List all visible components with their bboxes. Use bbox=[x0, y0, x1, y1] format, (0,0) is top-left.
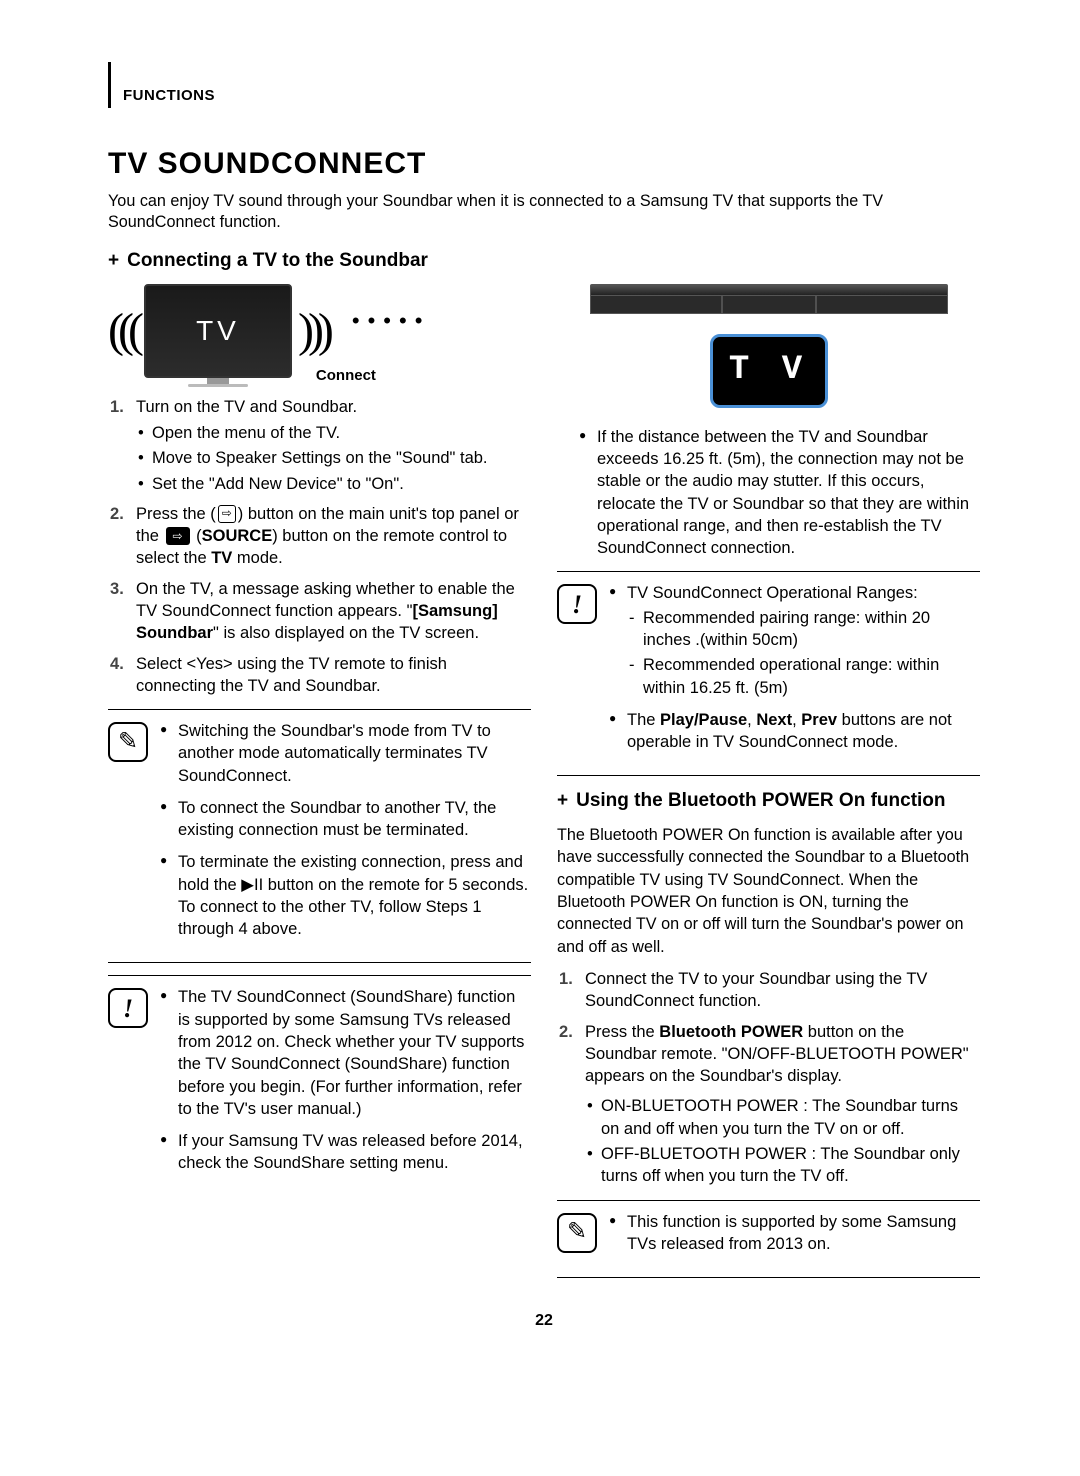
warn-icon: ! bbox=[108, 988, 148, 1028]
soundbar-body bbox=[590, 284, 948, 314]
note-left-list: Switching the Soundbar's mode from TV to… bbox=[160, 720, 531, 950]
bt-substeps: ON-BLUETOOTH POWER : The Soundbar turns … bbox=[585, 1095, 980, 1187]
setup-steps: Turn on the TV and Soundbar. Open the me… bbox=[108, 396, 531, 697]
range-sublist: Recommended pairing range: within 20 inc… bbox=[627, 607, 980, 699]
note-item: To terminate the existing connection, pr… bbox=[160, 851, 531, 940]
page-title: TV SOUNDCONNECT bbox=[108, 144, 980, 185]
distance-note: If the distance between the TV and Sound… bbox=[579, 426, 980, 560]
warn-left-list: The TV SoundConnect (SoundShare) functio… bbox=[160, 986, 531, 1184]
step-3: On the TV, a message asking whether to e… bbox=[108, 578, 531, 645]
substep: Set the "Add New Device" to "On". bbox=[136, 473, 531, 495]
step-text-pre: Press the ( bbox=[136, 505, 216, 523]
source-remote-icon: ⇨ bbox=[166, 527, 190, 545]
left-column: ((( TV ))) ••••• Connect Turn on the TV … bbox=[108, 284, 531, 1290]
bt-sub: ON-BLUETOOTH POWER : The Soundbar turns … bbox=[585, 1095, 980, 1140]
bt-step-1: Connect the TV to your Soundbar using th… bbox=[557, 968, 980, 1013]
step-1: Turn on the TV and Soundbar. Open the me… bbox=[108, 396, 531, 495]
wave-left-icon: ((( bbox=[108, 312, 138, 350]
tv-screen: TV bbox=[144, 284, 292, 378]
connect-dots-icon: ••••• bbox=[352, 306, 431, 336]
soundbar-center bbox=[721, 296, 816, 313]
source-panel-icon: ⇨ bbox=[218, 505, 236, 523]
play-marker-icon: + bbox=[108, 248, 119, 274]
range-sub: Recommended operational range: within wi… bbox=[627, 654, 980, 699]
section-label: FUNCTIONS bbox=[123, 62, 215, 106]
t: The bbox=[627, 711, 660, 729]
subsection-connecting: + Connecting a TV to the Soundbar bbox=[108, 248, 980, 274]
note-box-left: ✎ Switching the Soundbar's mode from TV … bbox=[108, 709, 531, 963]
note-item: This function is supported by some Samsu… bbox=[609, 1211, 980, 1256]
t-bold: Bluetooth POWER bbox=[659, 1023, 803, 1041]
pencil-icon: ✎ bbox=[567, 1216, 587, 1248]
t-bold: Next bbox=[756, 711, 792, 729]
step-1-substeps: Open the menu of the TV. Move to Speaker… bbox=[136, 422, 531, 495]
tv-illustration: ((( TV ))) bbox=[108, 284, 328, 378]
bt-step-2: Press the Bluetooth POWER button on the … bbox=[557, 1021, 980, 1188]
soundbar-top bbox=[590, 284, 948, 296]
step-4: Select <Yes> using the TV remote to fini… bbox=[108, 653, 531, 698]
t: , bbox=[747, 711, 756, 729]
substep: Open the menu of the TV. bbox=[136, 422, 531, 444]
soundbar-figure: T V bbox=[557, 284, 980, 408]
warn-right-list: TV SoundConnect Operational Ranges: Reco… bbox=[609, 582, 980, 763]
step-text: Connect the TV to your Soundbar using th… bbox=[585, 970, 927, 1010]
section-header: FUNCTIONS bbox=[108, 62, 980, 108]
warning-box-left: ! The TV SoundConnect (SoundShare) funct… bbox=[108, 975, 531, 1196]
warn-item: The TV SoundConnect (SoundShare) functio… bbox=[160, 986, 531, 1120]
step-text-mid2: ( bbox=[192, 527, 202, 545]
substep: Move to Speaker Settings on the "Sound" … bbox=[136, 447, 531, 469]
pencil-icon: ✎ bbox=[118, 726, 138, 758]
range-label: TV SoundConnect Operational Ranges: bbox=[627, 584, 918, 602]
warning-box-right: ! TV SoundConnect Operational Ranges: Re… bbox=[557, 571, 980, 776]
header-accent-bar bbox=[108, 62, 111, 108]
step-text: Turn on the TV and Soundbar. bbox=[136, 398, 357, 416]
bt-sub: OFF-BLUETOOTH POWER : The Soundbar only … bbox=[585, 1143, 980, 1188]
exclamation-icon: ! bbox=[123, 991, 133, 1026]
step-2: Press the (⇨) button on the main unit's … bbox=[108, 503, 531, 570]
note-item: To connect the Soundbar to another TV, t… bbox=[160, 797, 531, 842]
note-box-right: ✎ This function is supported by some Sam… bbox=[557, 1200, 980, 1279]
play-marker-icon: + bbox=[557, 788, 568, 814]
source-bold: SOURCE bbox=[202, 527, 273, 545]
range-sub: Recommended pairing range: within 20 inc… bbox=[627, 607, 980, 652]
warn-item: If your Samsung TV was released before 2… bbox=[160, 1130, 531, 1175]
right-column: T V If the distance between the TV and S… bbox=[557, 284, 980, 1290]
distance-note-list: If the distance between the TV and Sound… bbox=[557, 426, 980, 560]
subsection-title: Using the Bluetooth POWER On function bbox=[576, 788, 945, 814]
bluetooth-steps: Connect the TV to your Soundbar using th… bbox=[557, 968, 980, 1187]
subsection-title: Connecting a TV to the Soundbar bbox=[127, 248, 428, 274]
note-icon: ✎ bbox=[557, 1213, 597, 1253]
warn-icon: ! bbox=[557, 584, 597, 624]
subsection-bluetooth: + Using the Bluetooth POWER On function bbox=[557, 788, 980, 814]
content-columns: ((( TV ))) ••••• Connect Turn on the TV … bbox=[108, 284, 980, 1290]
note-item: Switching the Soundbar's mode from TV to… bbox=[160, 720, 531, 787]
exclamation-icon: ! bbox=[572, 587, 582, 622]
connect-label: Connect bbox=[316, 366, 376, 386]
buttons-note: The Play/Pause, Next, Prev buttons are n… bbox=[609, 709, 980, 754]
tv-base bbox=[188, 384, 248, 387]
step-text: Select <Yes> using the TV remote to fini… bbox=[136, 655, 447, 695]
t: , bbox=[792, 711, 801, 729]
tv-bold: TV bbox=[211, 549, 232, 567]
intro-paragraph: You can enjoy TV sound through your Soun… bbox=[108, 191, 980, 235]
soundbar-display-text: T V bbox=[729, 348, 808, 394]
soundbar-front bbox=[590, 296, 948, 314]
note-right-list: This function is supported by some Samsu… bbox=[609, 1211, 980, 1266]
note-icon: ✎ bbox=[108, 722, 148, 762]
t: Press the bbox=[585, 1023, 659, 1041]
tv-figure: ((( TV ))) ••••• Connect bbox=[108, 284, 531, 378]
soundbar-display: T V bbox=[710, 334, 828, 408]
t-bold: Prev bbox=[801, 711, 837, 729]
step-text-post: " is also displayed on the TV screen. bbox=[213, 624, 479, 642]
tv-screen-label: TV bbox=[196, 312, 240, 350]
step-text-post: mode. bbox=[232, 549, 282, 567]
t-bold: Play/Pause bbox=[660, 711, 747, 729]
bluetooth-paragraph: The Bluetooth POWER On function is avail… bbox=[557, 824, 980, 958]
wave-right-icon: ))) bbox=[298, 312, 328, 350]
page-number: 22 bbox=[108, 1310, 980, 1332]
range-item: TV SoundConnect Operational Ranges: Reco… bbox=[609, 582, 980, 698]
